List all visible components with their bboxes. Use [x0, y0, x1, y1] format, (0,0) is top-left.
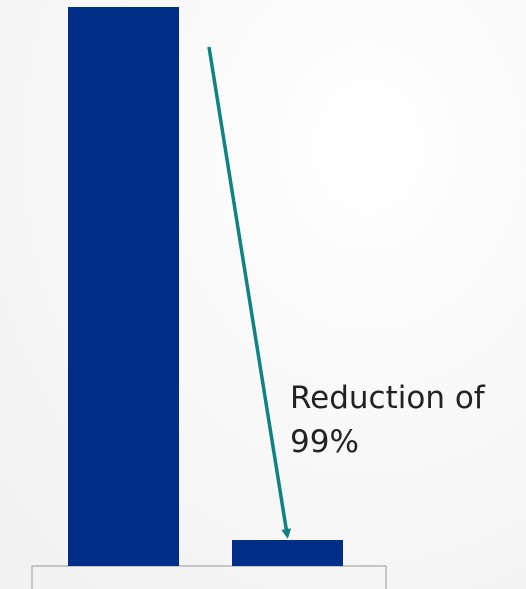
annotation-line-2: 99% [290, 424, 359, 460]
axis-box [31, 565, 387, 589]
annotation-line-1: Reduction of [290, 380, 486, 416]
bar-1 [68, 7, 179, 566]
bar-2 [232, 540, 343, 566]
reduction-arrow [207, 46, 292, 539]
bars-layer [68, 7, 343, 566]
